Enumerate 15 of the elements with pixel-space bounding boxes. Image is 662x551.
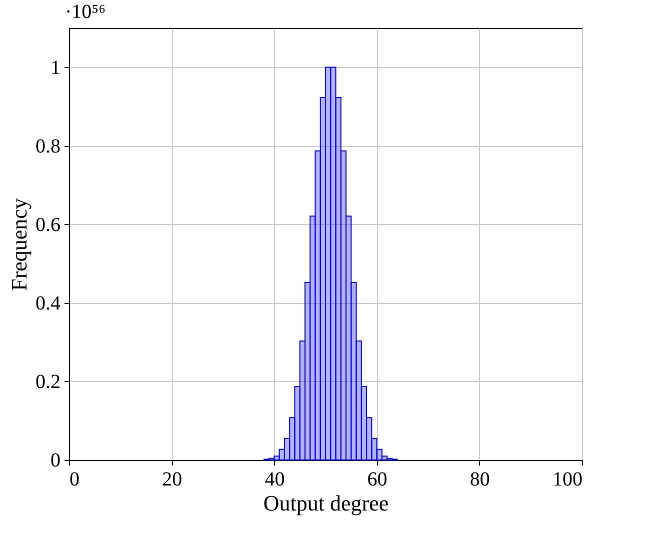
- x-tick-label: 0: [70, 468, 80, 490]
- x-tick-label: 80: [470, 468, 490, 490]
- y-tick-label: 0.4: [36, 292, 60, 314]
- x-axis-title: Output degree: [263, 490, 389, 516]
- y-tick-label: 0: [50, 450, 60, 472]
- x-tick-label: 20: [162, 468, 182, 490]
- x-tick-label: 40: [264, 468, 285, 490]
- text: ·10⁵⁶: [65, 1, 106, 23]
- y-tick-label: 0.8: [36, 135, 60, 158]
- y-tick-label: 0.6: [36, 214, 60, 236]
- x-tick-label: 60: [367, 468, 388, 490]
- y-axis-title: Frequency: [6, 198, 32, 291]
- y-tick-label: 0.2: [36, 370, 60, 393]
- y-tick-label: 1: [50, 56, 60, 79]
- x-tick-label: 100: [552, 468, 582, 490]
